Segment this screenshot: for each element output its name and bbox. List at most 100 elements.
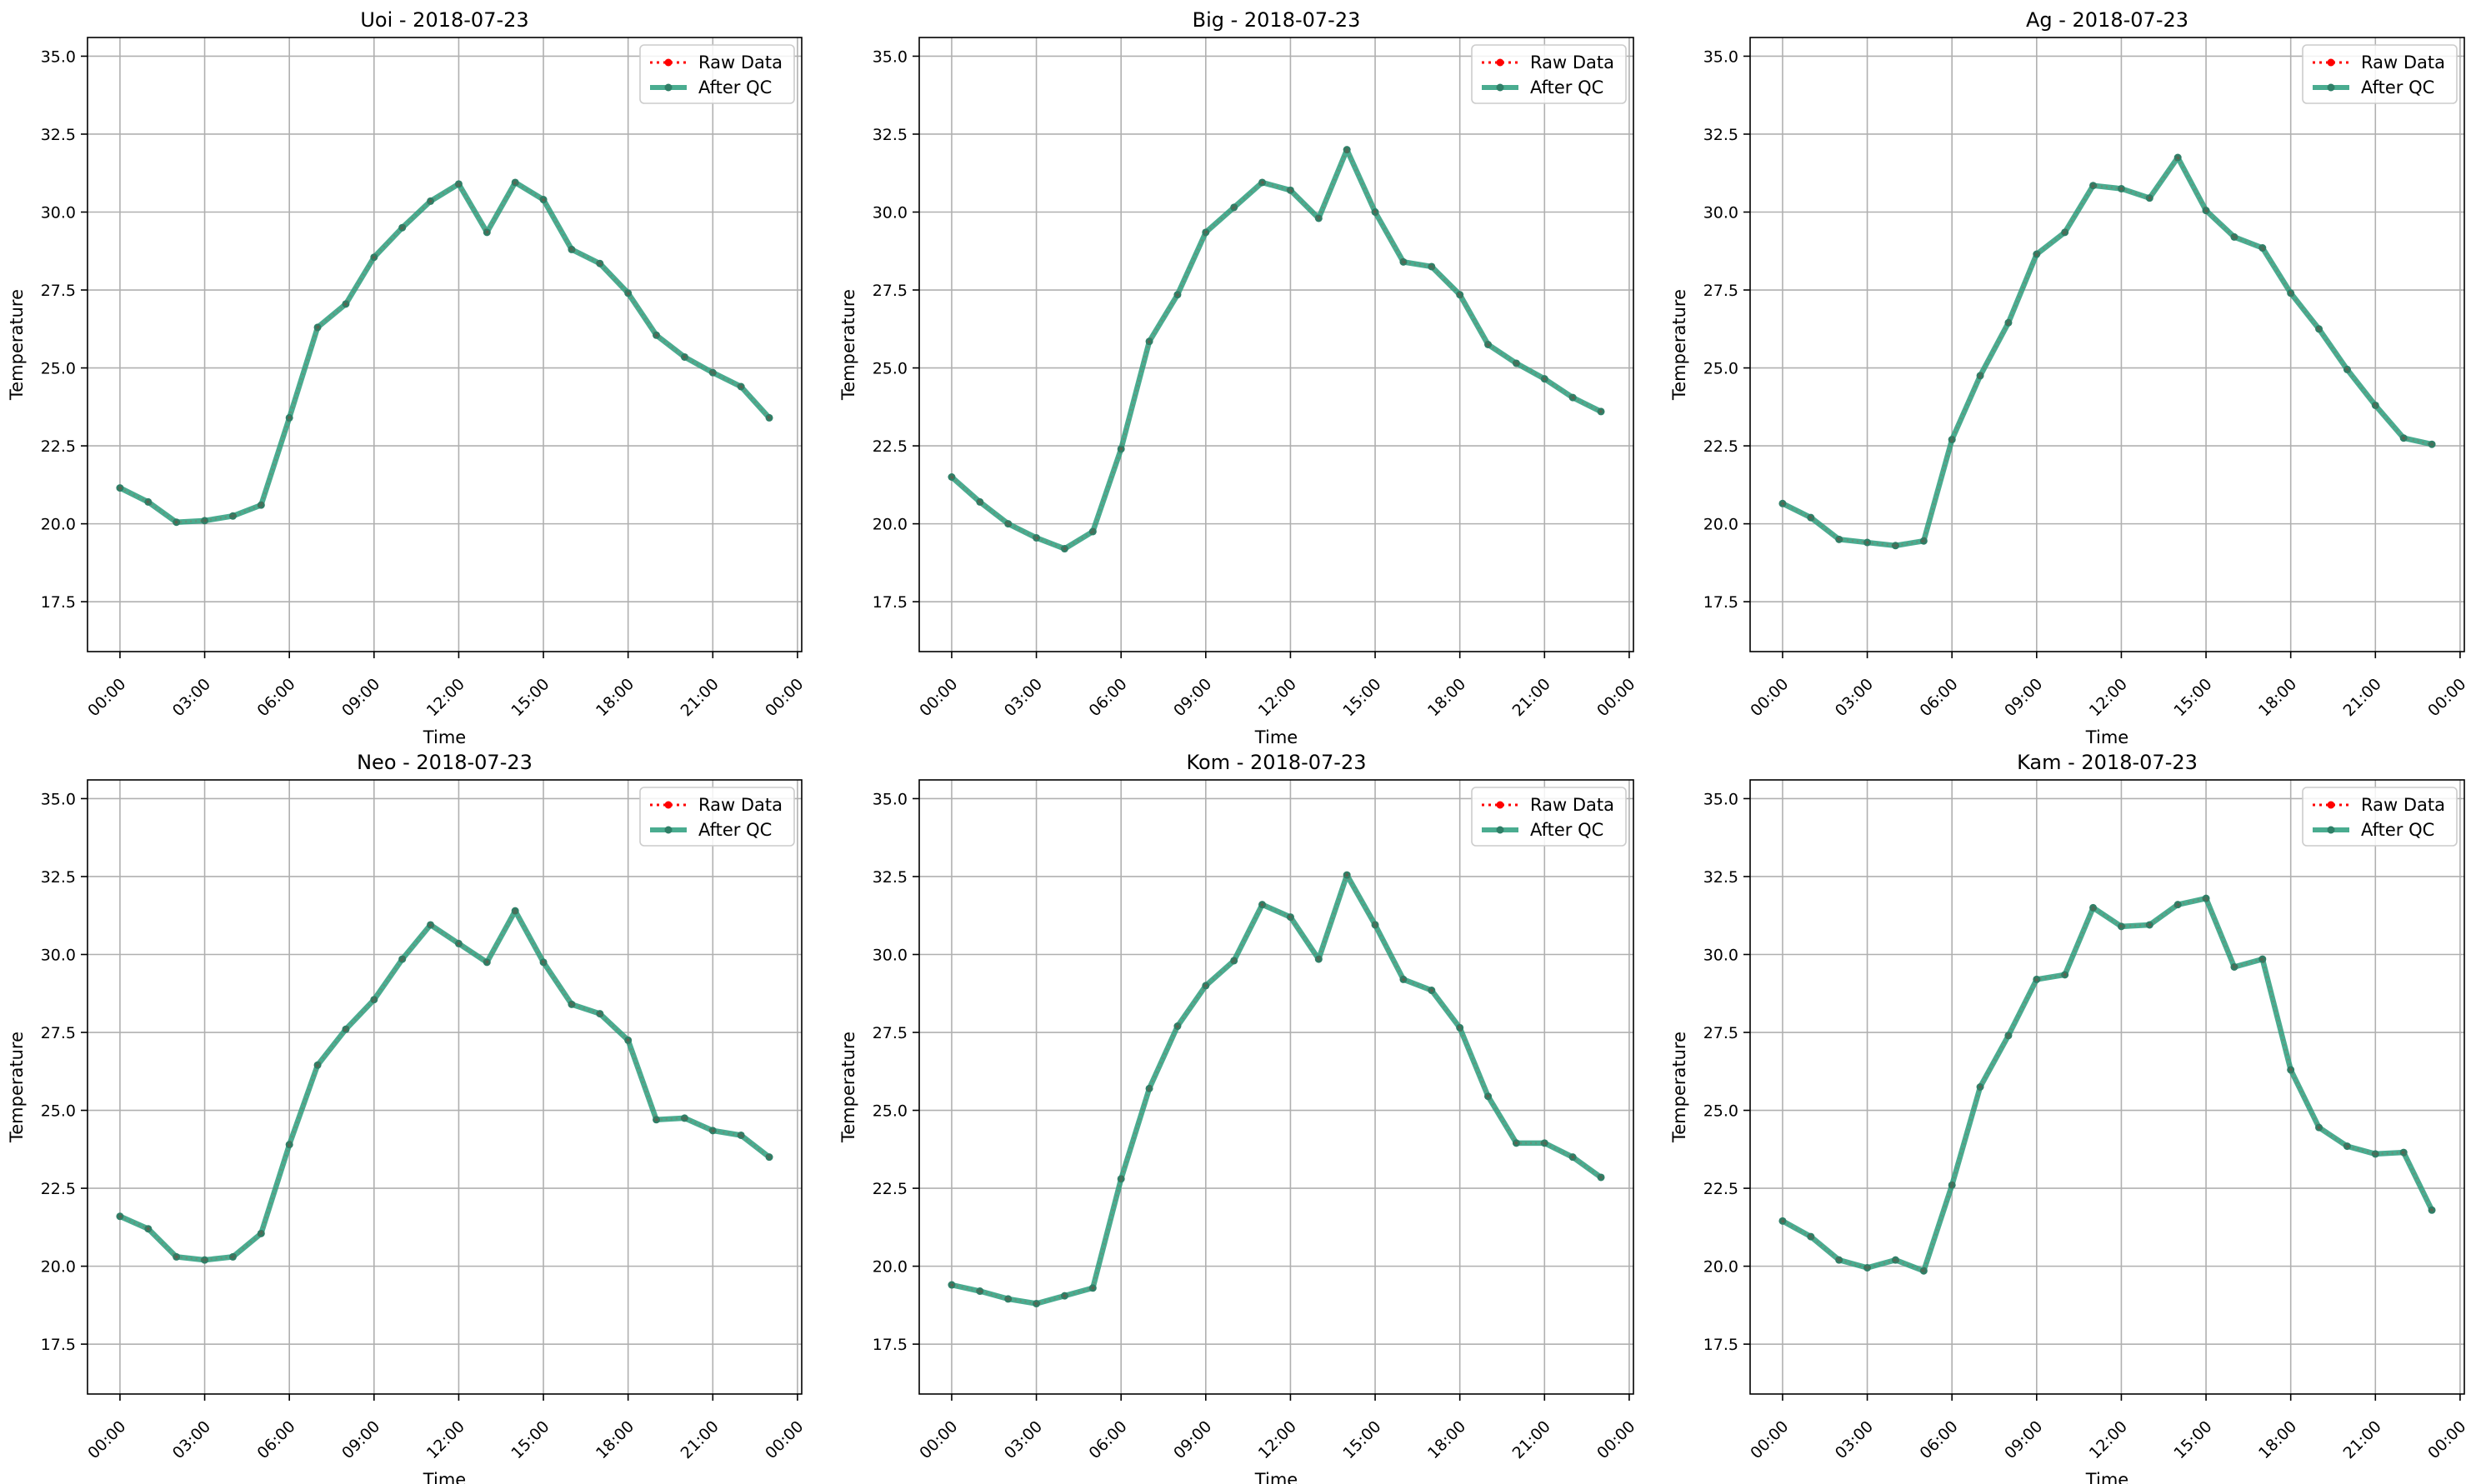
raw-data-point bbox=[343, 302, 348, 307]
after-qc-point bbox=[483, 958, 491, 967]
raw-data-point bbox=[513, 180, 518, 185]
after-qc-point bbox=[398, 223, 407, 232]
after-qc-point bbox=[1863, 1263, 1872, 1272]
after-qc-point bbox=[342, 1025, 350, 1033]
raw-data-point bbox=[2203, 896, 2208, 901]
after-qc-point bbox=[2061, 971, 2069, 979]
legend-qc-marker bbox=[2327, 826, 2335, 834]
raw-data-point bbox=[711, 1128, 715, 1133]
legend-raw-marker bbox=[664, 801, 673, 809]
raw-data-point bbox=[343, 1027, 348, 1032]
raw-data-point bbox=[2345, 367, 2349, 372]
y-axis-label: Temperature bbox=[1669, 289, 1689, 401]
raw-data-point bbox=[203, 518, 207, 523]
after-qc-point bbox=[1371, 208, 1379, 217]
raw-data-point bbox=[2148, 196, 2152, 200]
raw-data-point bbox=[2091, 183, 2095, 187]
x-tick-label: 09:00 bbox=[338, 675, 383, 720]
raw-data-point bbox=[1780, 1219, 1785, 1223]
x-tick-label: 06:00 bbox=[1085, 675, 1130, 720]
raw-data-point bbox=[1570, 395, 1575, 400]
after-qc-point bbox=[653, 1116, 661, 1124]
raw-data-point bbox=[1034, 1302, 1038, 1306]
after-qc-point bbox=[1343, 871, 1351, 879]
after-qc-point bbox=[1778, 1217, 1787, 1225]
raw-data-point bbox=[738, 1133, 743, 1137]
raw-data-point bbox=[1570, 1155, 1575, 1159]
y-tick-label: 17.5 bbox=[41, 1336, 76, 1354]
x-tick-label: 00:00 bbox=[1747, 675, 1792, 720]
after-qc-point bbox=[1230, 957, 1238, 965]
after-qc-point bbox=[708, 1127, 717, 1135]
after-qc-point bbox=[1117, 445, 1125, 453]
subplot-title: Big - 2018-07-23 bbox=[1193, 8, 1361, 32]
y-axis-label: Temperature bbox=[838, 1032, 858, 1143]
subplot-2: 17.5 20.0 22.5 25.0 27.5 30.0 32.5 35.0 00:00 03:… bbox=[838, 8, 1638, 747]
subplot-title: Kom - 2018-07-23 bbox=[1187, 751, 1367, 774]
after-qc-point bbox=[568, 1000, 576, 1008]
raw-data-point bbox=[2119, 924, 2123, 929]
after-qc-point bbox=[1484, 1092, 1493, 1101]
raw-data-point bbox=[1837, 537, 1841, 542]
raw-data-point bbox=[1401, 260, 1406, 264]
after-qc-point bbox=[2145, 921, 2153, 929]
series-group bbox=[1778, 153, 2436, 550]
after-qc-point bbox=[427, 197, 435, 205]
y-tick-label: 22.5 bbox=[41, 1180, 76, 1198]
raw-data-point bbox=[1401, 977, 1406, 982]
legend-raw-marker bbox=[2327, 801, 2335, 809]
raw-data-point bbox=[1429, 988, 1434, 992]
raw-data-point bbox=[949, 475, 954, 479]
after-qc-point bbox=[2061, 228, 2069, 237]
legend-raw-marker bbox=[1496, 801, 1504, 809]
after-qc-point bbox=[173, 518, 181, 527]
after-qc-point bbox=[1512, 1139, 1520, 1147]
raw-data-point bbox=[1978, 373, 1983, 378]
legend-qc-label: After QC bbox=[698, 77, 772, 97]
after-qc-point bbox=[1891, 542, 1899, 550]
raw-data-point bbox=[683, 355, 687, 359]
after-qc-point bbox=[1540, 1139, 1548, 1147]
legend-raw-label: Raw Data bbox=[2361, 795, 2445, 815]
legend-qc-label: After QC bbox=[698, 820, 772, 840]
x-tick-label: 06:00 bbox=[1916, 1417, 1961, 1462]
axes-frame bbox=[918, 779, 1634, 1395]
after-qc-point bbox=[1512, 359, 1520, 367]
after-qc-point bbox=[680, 352, 688, 361]
raw-data-point bbox=[949, 1282, 954, 1287]
y-tick-label: 32.5 bbox=[873, 126, 908, 144]
raw-data-point bbox=[978, 1289, 983, 1293]
legend: Raw Data After QC bbox=[2302, 787, 2458, 847]
after-qc-point bbox=[1088, 1284, 1097, 1292]
raw-data-point bbox=[1949, 1183, 1954, 1187]
after-qc-point bbox=[948, 472, 956, 481]
y-tick-label: 35.0 bbox=[1703, 47, 1738, 66]
raw-data-point bbox=[2401, 436, 2406, 440]
raw-data-point bbox=[2288, 291, 2293, 295]
x-tick-label: 06:00 bbox=[1085, 1417, 1130, 1462]
after-qc-point bbox=[1807, 1232, 1815, 1241]
legend-raw-marker bbox=[2327, 58, 2335, 67]
y-tick-label: 25.0 bbox=[873, 360, 908, 378]
legend-raw-label: Raw Data bbox=[2361, 52, 2445, 72]
raw-data-point bbox=[1893, 543, 1898, 548]
y-tick-label: 30.0 bbox=[873, 947, 908, 965]
after-qc-point bbox=[1060, 545, 1068, 553]
raw-data-point bbox=[2006, 321, 2011, 325]
raw-data-point bbox=[1486, 1094, 1490, 1098]
legend-raw-label: Raw Data bbox=[698, 795, 783, 815]
raw-data-point bbox=[1203, 983, 1208, 988]
axes-frame bbox=[1749, 779, 2465, 1395]
after-qc-point bbox=[948, 1281, 956, 1289]
after-qc-point bbox=[511, 907, 519, 915]
after-qc-point bbox=[2258, 955, 2267, 963]
raw-data-point bbox=[2175, 902, 2180, 907]
raw-data-point bbox=[569, 1002, 574, 1007]
y-tick-label: 35.0 bbox=[873, 47, 908, 66]
raw-data-point bbox=[1147, 1087, 1152, 1091]
x-tick-label: 12:00 bbox=[1255, 1417, 1300, 1462]
raw-data-point bbox=[654, 1117, 658, 1122]
y-tick-label: 17.5 bbox=[1703, 593, 1738, 612]
raw-data-point bbox=[711, 370, 715, 375]
legend-qc-label: After QC bbox=[1530, 77, 1603, 97]
